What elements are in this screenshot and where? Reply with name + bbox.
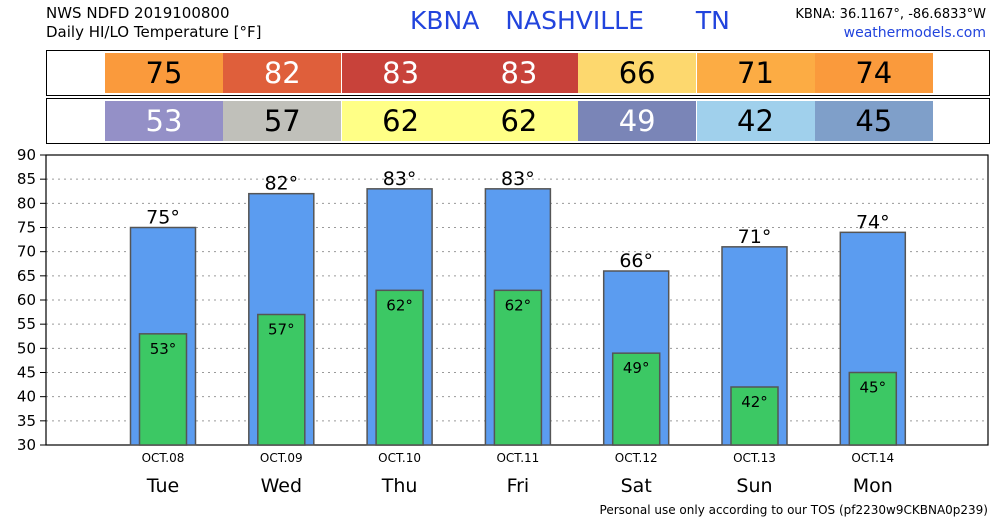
y-tick-label: 50 [17,339,36,357]
hi-temp-cell-0: 75 [105,53,223,93]
x-date-label: OCT.11 [496,451,539,465]
y-tick-label: 60 [17,291,36,309]
x-date-label: OCT.10 [378,451,421,465]
x-tick-label: Fri [507,475,530,497]
x-tick-label: Tue [146,475,179,497]
y-tick-label: 35 [17,412,36,430]
x-tick-label: Thu [381,475,418,497]
hi-data-label: 71° [738,226,772,248]
lo-bar [611,352,661,446]
site-link[interactable]: weathermodels.com [843,25,986,41]
hi-data-label: 74° [856,211,890,233]
chart-title: Daily HI/LO Temperature [°F] [46,23,262,41]
hi-temp-cell-2: 83 [341,53,460,93]
hi-temp-cell-5: 71 [696,53,815,93]
lo-temperature-row: 53 57 62 62 49 42 45 [46,98,990,144]
y-tick-label: 85 [17,170,36,188]
y-tick-label: 40 [17,388,36,406]
lo-temp-cell-2: 62 [341,101,460,141]
model-run-label: NWS NDFD 2019100800 [46,4,230,22]
lo-temp-cell-0: 53 [105,101,223,141]
x-date-label: OCT.09 [260,451,303,465]
x-tick-label: Wed [261,475,302,497]
lo-temp-cell-3: 62 [459,101,578,141]
lo-data-label: 62° [386,296,413,314]
lo-data-label: 57° [268,321,295,339]
lo-bar [493,289,543,446]
lo-data-label: 49° [623,359,650,377]
lo-temp-cell-4: 49 [578,101,697,141]
hi-data-label: 66° [619,250,653,272]
lo-bar [138,333,188,446]
x-date-label: OCT.13 [733,451,776,465]
y-tick-label: 90 [17,146,36,164]
hi-temp-cell-1: 82 [223,53,342,93]
station-code: KBNA [410,6,480,35]
hi-data-label: 82° [264,173,298,195]
lo-temp-cell-5: 42 [696,101,815,141]
footer-note: Personal use only according to our TOS (… [599,503,988,517]
lo-temp-cell-6: 45 [814,101,933,141]
hi-temperature-row: 75 82 83 83 66 71 74 [46,50,990,96]
lo-bar [730,386,779,446]
lo-data-label: 45° [860,379,887,397]
state-code: TN [695,6,730,35]
y-tick-label: 80 [17,194,36,212]
y-tick-label: 45 [17,364,36,382]
hi-temp-cell-3: 83 [459,53,578,93]
x-date-label: OCT.12 [615,451,658,465]
hi-data-label: 83° [383,168,417,190]
hi-data-label: 83° [501,168,535,190]
coordinates-label: KBNA: 36.1167°, -86.6833°W [795,7,986,22]
chart-header: NWS NDFD 2019100800 Daily HI/LO Temperat… [46,4,262,42]
lo-bar [257,313,306,446]
hi-data-label: 75° [146,207,180,229]
lo-data-label: 53° [150,340,177,358]
hi-temp-cell-4: 66 [578,53,697,93]
location-title: KBNA NASHVILLE TN [410,6,748,35]
header-right: KBNA: 36.1167°, -86.6833°W weathermodels… [795,5,986,43]
y-tick-label: 30 [17,436,36,454]
lo-data-label: 42° [741,393,768,411]
lo-temp-cell-1: 57 [223,101,342,141]
y-tick-label: 55 [17,315,36,333]
lo-bar [848,371,898,446]
hi-temp-cell-6: 74 [814,53,933,93]
x-tick-label: Sun [736,475,772,497]
city-name: NASHVILLE [505,6,644,35]
x-tick-label: Sat [621,475,652,497]
x-date-label: OCT.08 [142,451,185,465]
x-date-label: OCT.14 [851,451,894,465]
x-tick-label: Mon [853,475,893,497]
y-tick-label: 75 [17,219,36,237]
lo-bar [375,289,424,446]
lo-data-label: 62° [505,296,532,314]
y-tick-label: 70 [17,243,36,261]
y-tick-label: 65 [17,267,36,285]
